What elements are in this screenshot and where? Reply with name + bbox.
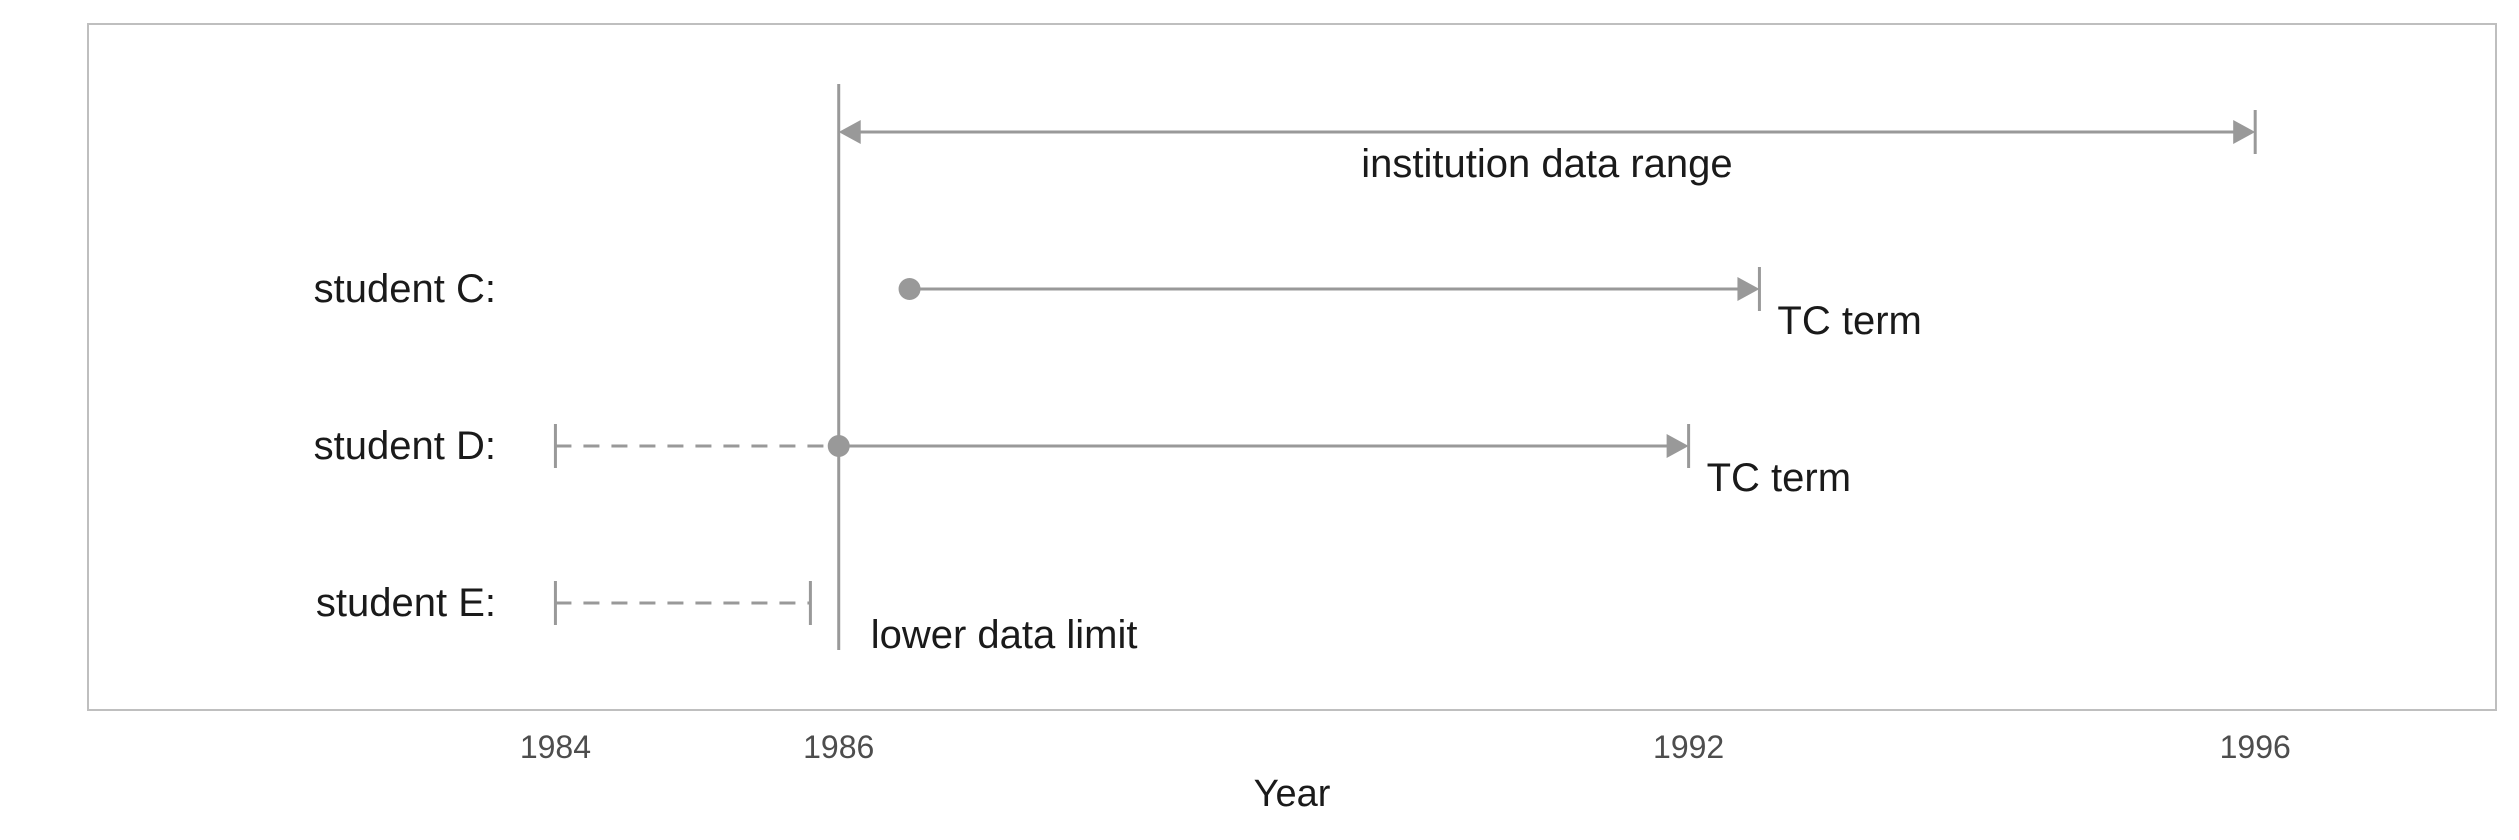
student-label: student D: — [314, 424, 496, 468]
plot-panel — [87, 23, 2497, 711]
student-label: student E: — [316, 581, 496, 625]
x-tick-label: 1984 — [520, 729, 591, 765]
institution-range-arrow-end — [2233, 120, 2256, 144]
chart-marks: 1984 1986 1992 1996 lower data limit institut… — [314, 84, 2291, 765]
x-axis-title: Year — [1254, 773, 1331, 815]
student-term-label: TC term — [1777, 299, 1921, 343]
student-term-label: TC term — [1707, 456, 1851, 500]
x-tick-label: 1986 — [803, 729, 874, 765]
student-term-start-point — [898, 278, 921, 300]
student-term-arrow — [1666, 434, 1689, 458]
lower-limit-label: lower data limit — [871, 613, 1138, 657]
x-tick-label: 1996 — [2220, 729, 2291, 765]
x-tick-label: 1992 — [1653, 729, 1724, 765]
student-term-start-point — [827, 435, 850, 457]
institution-range-arrow-start — [838, 120, 861, 144]
student-term-arrow — [1737, 277, 1760, 301]
student-label: student C: — [314, 267, 496, 311]
institution-range-label: institution data range — [1361, 142, 1732, 186]
